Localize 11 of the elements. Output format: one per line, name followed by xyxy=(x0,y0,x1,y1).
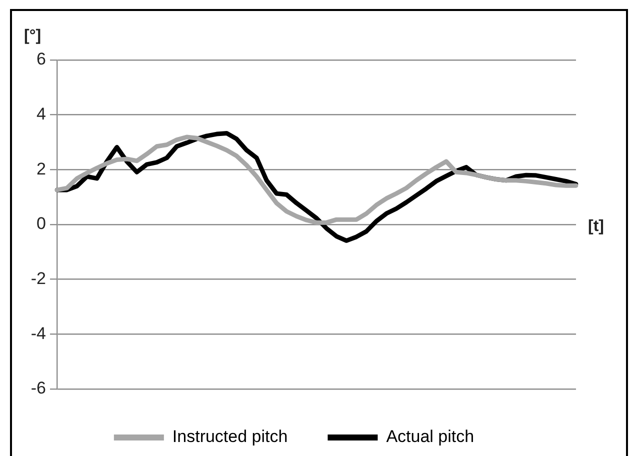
y-tick-label: 2 xyxy=(36,159,46,178)
x-axis-title: [t] xyxy=(588,218,604,235)
y-axis-title: [°] xyxy=(24,27,42,44)
y-tick-label: 4 xyxy=(36,104,46,124)
y-tick-label: -6 xyxy=(30,378,46,398)
y-tick-label: -4 xyxy=(30,324,46,343)
legend-label: Actual pitch xyxy=(386,427,474,446)
y-tick-label: 6 xyxy=(36,50,46,69)
y-tick-label: -2 xyxy=(30,269,46,288)
y-tick-label: 0 xyxy=(36,214,46,234)
legend-label: Instructed pitch xyxy=(172,427,288,446)
